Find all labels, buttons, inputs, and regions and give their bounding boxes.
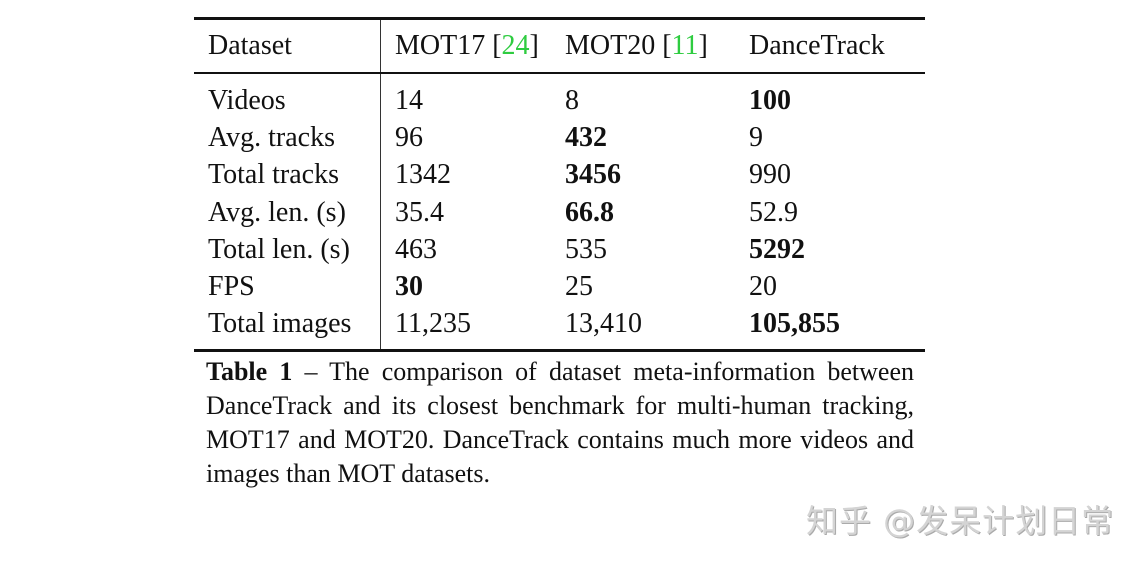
table-caption: Table 1 – The comparison of dataset meta… [206, 355, 914, 491]
cell-mot20: 25 [565, 271, 593, 303]
cell-mot17: 1342 [395, 159, 451, 191]
table-row: FPS 30 25 20 [194, 268, 925, 306]
header-mot17: MOT17 [24] [381, 20, 566, 72]
cell-mot20: 66.8 [565, 196, 614, 228]
citation-link-24[interactable]: 24 [501, 30, 530, 61]
cell-mot20: 8 [565, 84, 579, 116]
header-mot17-name: MOT17 [ [395, 30, 502, 61]
cell-dancetrack: 990 [749, 159, 791, 191]
caption-text: – The comparison of dataset meta-informa… [206, 357, 914, 488]
citation-link-11[interactable]: 11 [671, 30, 699, 61]
table-row: Total len. (s) 463 535 5292 [194, 231, 925, 269]
row-label: Total images [194, 305, 381, 350]
header-row: Dataset MOT17 [24] MOT20 [11] DanceTrack [194, 20, 925, 72]
row-label: Avg. len. (s) [194, 193, 381, 232]
bracket: ] [529, 30, 539, 61]
cell-mot20: 3456 [565, 159, 621, 191]
table: Dataset MOT17 [24] MOT20 [11] DanceTrack… [194, 20, 925, 350]
table-row: Videos 14 8 100 [194, 74, 925, 120]
header-mot20-name: MOT20 [ [565, 30, 672, 61]
row-label: Total len. (s) [194, 231, 381, 269]
cell-mot17: 96 [395, 121, 423, 153]
cell-mot20: 535 [565, 233, 607, 265]
dataset-comparison-table: Dataset MOT17 [24] MOT20 [11] DanceTrack… [194, 17, 925, 353]
row-label: Videos [194, 74, 381, 120]
top-rule [194, 17, 925, 20]
row-label: Avg. tracks [194, 119, 381, 157]
row-label: FPS [194, 268, 381, 306]
table-row: Total images 11,235 13,410 105,855 [194, 305, 925, 350]
header-mot20: MOT20 [11] [565, 20, 749, 72]
cell-dancetrack: 9 [749, 121, 763, 153]
cell-dancetrack: 52.9 [749, 196, 798, 228]
cell-dancetrack: 100 [749, 84, 791, 116]
cell-mot17: 463 [395, 233, 437, 265]
cell-mot17: 30 [395, 271, 423, 303]
cell-mot17: 35.4 [395, 196, 444, 228]
table-row: Avg. len. (s) 35.4 66.8 52.9 [194, 193, 925, 232]
watermark: 知乎 @发呆计划日常 [806, 502, 1115, 540]
table-row: Avg. tracks 96 432 9 [194, 119, 925, 157]
cell-dancetrack: 20 [749, 271, 777, 303]
bracket: ] [698, 30, 708, 61]
cell-dancetrack: 5292 [749, 233, 805, 265]
cell-mot17: 14 [395, 84, 423, 116]
caption-label: Table 1 [206, 357, 293, 386]
cell-mot20: 13,410 [565, 308, 642, 340]
header-dataset: Dataset [194, 20, 381, 72]
header-dancetrack: DanceTrack [749, 30, 885, 61]
bottom-rule [194, 349, 925, 353]
cell-dancetrack: 105,855 [749, 308, 840, 340]
row-label: Total tracks [194, 156, 381, 194]
cell-mot20: 432 [565, 121, 607, 153]
cell-mot17: 11,235 [395, 308, 471, 340]
mid-rule [194, 72, 925, 74]
table-row: Total tracks 1342 3456 990 [194, 156, 925, 194]
